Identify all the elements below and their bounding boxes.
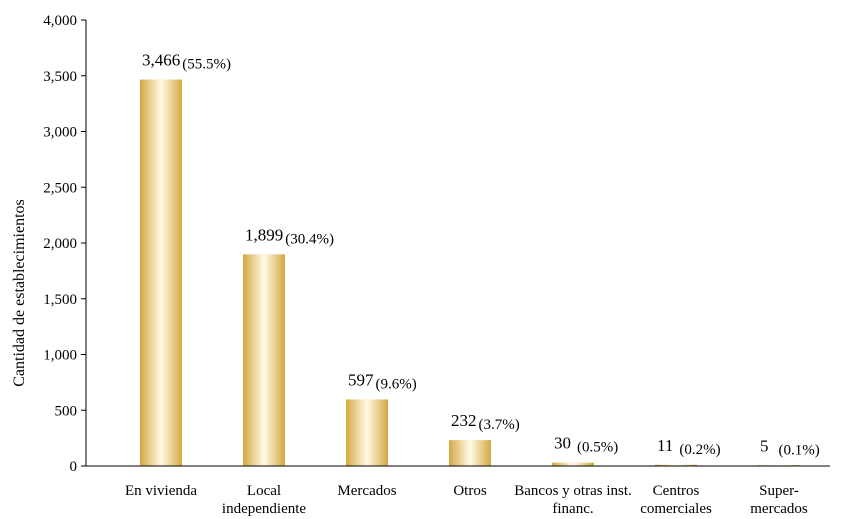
data-value-label: 5 xyxy=(760,436,769,455)
data-percent-label: (55.5%) xyxy=(182,57,231,73)
y-tick-label: 1,000 xyxy=(43,348,77,364)
x-axis-labels: En vivienda Local independiente Mercados Otr… xyxy=(125,483,808,517)
bar xyxy=(140,79,182,466)
bars-group xyxy=(140,79,800,466)
y-tick-label: 500 xyxy=(55,403,78,419)
y-tick-label: 2,500 xyxy=(43,180,77,196)
data-value-label: 11 xyxy=(657,436,673,455)
y-axis-label: Cantidad de establecimientos xyxy=(11,199,28,387)
x-category-label: Centros xyxy=(653,483,700,499)
x-category-label: Bancos y otras inst. xyxy=(514,483,632,499)
data-value-label: 597 xyxy=(348,370,374,389)
y-tick-label: 2,000 xyxy=(43,236,77,252)
x-category-label: Super- xyxy=(759,483,799,499)
data-percent-label: (30.4%) xyxy=(285,231,334,247)
data-value-label: 3,466 xyxy=(142,51,180,70)
data-percent-label: (0.1%) xyxy=(779,442,820,458)
bar xyxy=(552,462,594,466)
data-percent-label: (0.2%) xyxy=(679,442,720,458)
y-tick-label: 4,000 xyxy=(43,13,77,29)
x-category-label: Otros xyxy=(453,483,486,499)
bar xyxy=(449,440,491,466)
y-tick-label: 3,000 xyxy=(43,125,77,141)
x-category-label: Mercados xyxy=(337,483,396,499)
y-axis: 0 500 1,000 1,500 2,000 2,500 3,000 3,500 4,000 xyxy=(43,13,86,475)
data-percent-label: (0.5%) xyxy=(577,440,618,456)
data-labels-group: 3,466 (55.5%) 1,899 (30.4%) 597 (9.6%) 232 (3.7… xyxy=(142,51,820,459)
data-value-label: 1,899 xyxy=(245,225,283,244)
bar xyxy=(346,399,388,466)
y-tick-label: 3,500 xyxy=(43,69,77,85)
x-category-label: financ. xyxy=(552,501,593,517)
data-percent-label: (3.7%) xyxy=(479,417,520,433)
x-category-label: independiente xyxy=(222,501,306,517)
bar xyxy=(243,254,285,466)
x-category-label: mercados xyxy=(750,501,808,517)
axes xyxy=(85,20,830,467)
y-tick-label: 1,500 xyxy=(43,292,77,308)
x-category-label: Local xyxy=(247,483,281,499)
x-category-label: comerciales xyxy=(640,501,712,517)
data-value-label: 30 xyxy=(554,434,571,453)
data-percent-label: (9.6%) xyxy=(376,376,417,392)
x-category-label: En vivienda xyxy=(125,483,197,499)
bar xyxy=(655,464,697,466)
data-value-label: 232 xyxy=(451,411,477,430)
y-tick-label: 0 xyxy=(70,459,78,475)
